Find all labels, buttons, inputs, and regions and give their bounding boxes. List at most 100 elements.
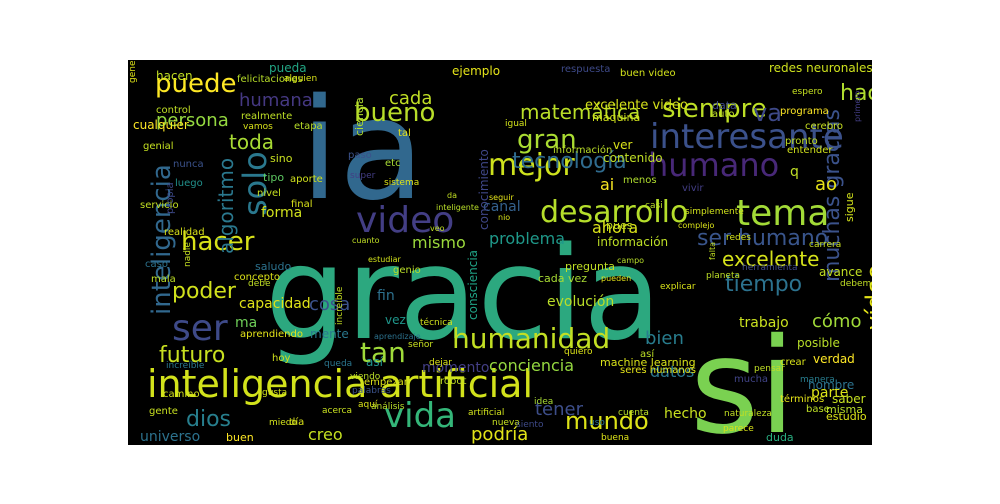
word-si: si xyxy=(690,310,795,464)
word-dios: dios xyxy=(186,407,231,432)
word-mejor: mejor xyxy=(488,148,575,183)
word-viendo: viendo xyxy=(350,372,381,382)
word-complejo: complejo xyxy=(678,221,715,230)
word-pronto: pronto xyxy=(785,136,818,147)
word-sigue: sigue xyxy=(843,192,856,222)
word-veo: veo xyxy=(430,224,445,233)
word-ser-humano: ser humano xyxy=(697,226,828,251)
word-humano: humano xyxy=(648,146,779,184)
word-saludo: saludo xyxy=(255,260,291,273)
word-va: va xyxy=(753,99,782,127)
word-ia: ia xyxy=(300,69,425,232)
word-cosa: cosa xyxy=(309,294,350,315)
word-toda: toda xyxy=(229,130,274,154)
word-data: data xyxy=(712,99,737,112)
word-nadie: nadie xyxy=(183,242,193,267)
word-etapa: etapa xyxy=(294,121,323,132)
word-posible: posible xyxy=(797,336,840,350)
word-increible: increíble xyxy=(166,361,205,371)
word-senor: señor xyxy=(408,340,433,350)
word-inteligente: inteligente xyxy=(436,203,479,212)
word-aporte: aporte xyxy=(290,174,323,185)
word-saber: saber xyxy=(832,392,866,406)
word-caso: caso xyxy=(145,259,168,270)
word-como: cómo xyxy=(812,311,861,332)
word-siento: siento xyxy=(516,420,544,430)
word-simplemente: simplemente xyxy=(685,207,744,217)
word-dia: día xyxy=(289,416,304,428)
word-tan: tan xyxy=(360,336,406,369)
word-general: general xyxy=(128,49,138,83)
word-empezar: empezar xyxy=(364,377,409,388)
word-realidad: realidad xyxy=(164,227,205,238)
word-da: da xyxy=(447,191,457,200)
word-entender: entender xyxy=(787,145,833,156)
word-seres-humanos: seres humanos xyxy=(620,365,696,376)
word-uso: uso xyxy=(589,418,605,428)
word-tecnica: técnica xyxy=(420,317,453,328)
word-hacer: hacer xyxy=(181,227,255,257)
word-duda: duda xyxy=(766,431,794,444)
word-hacen: hacen xyxy=(156,69,193,83)
word-mente: mente xyxy=(310,327,349,341)
word-bueno: bueno xyxy=(354,98,435,128)
word-siempre: siempre xyxy=(662,94,767,124)
word-ver: ver xyxy=(613,138,632,152)
word-genial: genial xyxy=(143,141,174,152)
word-igual: igual xyxy=(505,119,527,129)
word-tal: tal xyxy=(398,128,411,139)
word-tipo: tipo xyxy=(263,171,284,184)
word-estudio: estudio xyxy=(826,410,867,423)
word-poder: poder xyxy=(172,279,237,304)
word-falta: falta xyxy=(708,242,717,260)
word-campo: campo xyxy=(617,256,644,265)
word-camino: camino xyxy=(163,389,200,400)
word-creo: creo xyxy=(308,425,343,444)
word-ser: ser xyxy=(172,308,228,349)
word-manera: manera xyxy=(800,375,835,385)
word-canal: canal xyxy=(483,199,521,215)
word-planeta: planeta xyxy=(706,271,740,281)
word-cuenta: cuenta xyxy=(618,408,649,418)
word-propia: propia xyxy=(165,182,176,214)
word-auto: auto xyxy=(712,109,735,120)
word-maquina: máquina xyxy=(592,111,640,124)
word-trabajo: trabajo xyxy=(739,315,789,331)
word-crear: crear xyxy=(780,357,807,368)
word-gran: gran xyxy=(517,125,577,155)
word-asi: así xyxy=(366,355,384,369)
word-evolucion: evolución xyxy=(547,294,614,310)
word-concepto: concepto xyxy=(234,272,280,283)
word-quiero: quiero xyxy=(564,347,593,357)
word-excelente-video: excelente video xyxy=(585,98,688,113)
word-cada: cada xyxy=(389,88,432,109)
word-cuanto: cuanto xyxy=(352,236,380,245)
word-hoy: hoy xyxy=(272,353,290,364)
word-informacion: información xyxy=(597,235,668,249)
word-gracia: gracia xyxy=(265,220,662,369)
word-vez: vez xyxy=(385,313,406,327)
word-pues: pues xyxy=(606,219,633,232)
word-alguien: alguien xyxy=(284,74,317,84)
word-paso: paso xyxy=(348,150,372,161)
word-inteligencia: inteligencia xyxy=(147,164,177,315)
word-palabras: palabras xyxy=(352,386,391,396)
word-persona: persona xyxy=(156,110,229,131)
word-vida: vida xyxy=(384,396,456,436)
word-pensar: pensar xyxy=(754,364,785,374)
word-avance: avance xyxy=(819,265,862,279)
word-redes: redes xyxy=(726,233,751,243)
word-idea: idea xyxy=(534,397,553,407)
word-verdad: verdad xyxy=(813,352,855,366)
word-artificial: artificial xyxy=(468,408,504,418)
word-genio: genio xyxy=(393,265,421,276)
word-video: vídeo xyxy=(861,264,889,330)
word-humana: humana xyxy=(239,90,313,111)
word-algoritmo: algoritmo xyxy=(214,158,238,254)
word-datos: datos xyxy=(650,362,694,381)
word-carrera: carrera xyxy=(809,240,841,250)
word-mala: mala xyxy=(151,274,176,285)
word-felicitaciones: felicitaciones xyxy=(237,74,303,85)
word-miedo: miedo xyxy=(269,418,298,428)
